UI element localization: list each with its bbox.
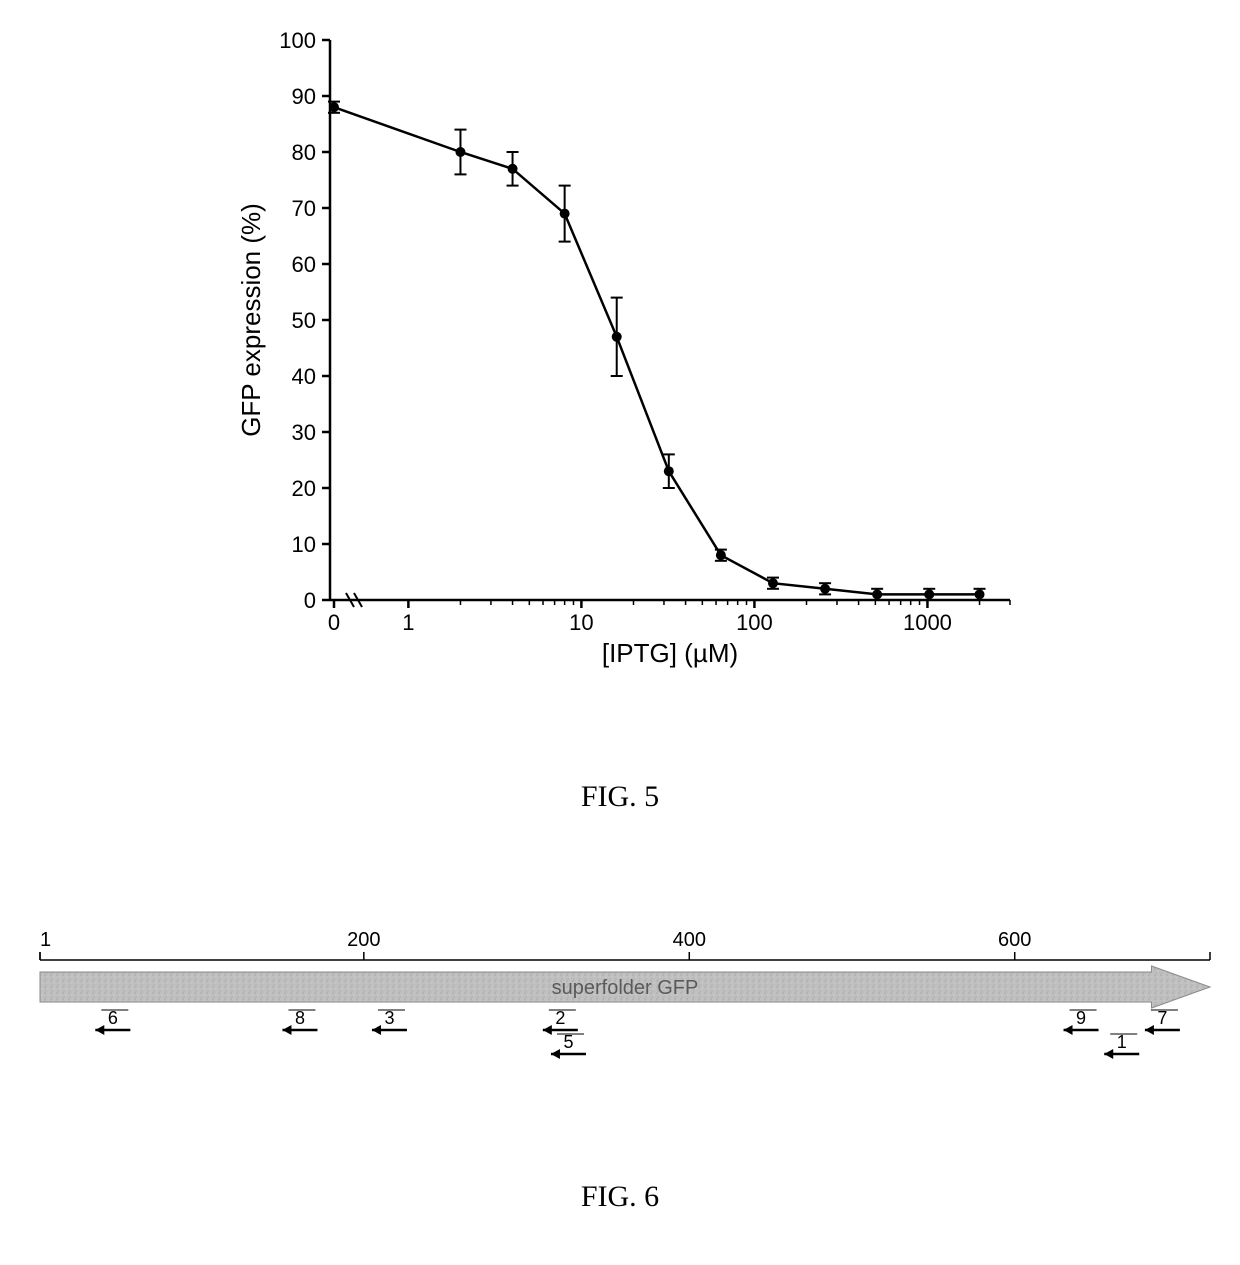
fig5-caption: FIG. 5 — [0, 780, 1240, 814]
svg-text:400: 400 — [673, 929, 706, 951]
svg-text:[IPTG] (µM): [IPTG] (µM) — [602, 638, 738, 668]
svg-text:9: 9 — [1076, 1008, 1086, 1028]
svg-text:60: 60 — [292, 252, 316, 277]
svg-text:70: 70 — [292, 196, 316, 221]
svg-text:1: 1 — [1117, 1032, 1127, 1052]
svg-text:0: 0 — [304, 588, 316, 613]
svg-text:600: 600 — [998, 929, 1031, 951]
svg-text:2: 2 — [555, 1008, 565, 1028]
svg-text:30: 30 — [292, 420, 316, 445]
fig6-caption: FIG. 6 — [0, 1180, 1240, 1214]
svg-text:7: 7 — [1157, 1008, 1167, 1028]
svg-text:1: 1 — [40, 929, 51, 951]
svg-text:10: 10 — [569, 610, 593, 635]
svg-text:6: 6 — [108, 1008, 118, 1028]
svg-text:1000: 1000 — [903, 610, 952, 635]
svg-text:10: 10 — [292, 532, 316, 557]
svg-text:20: 20 — [292, 476, 316, 501]
svg-text:100: 100 — [279, 28, 316, 53]
fig5-chart: 010203040506070809010001101001000[IPTG] … — [180, 0, 1060, 700]
svg-text:200: 200 — [347, 929, 380, 951]
svg-text:1: 1 — [402, 610, 414, 635]
svg-text:80: 80 — [292, 140, 316, 165]
svg-text:50: 50 — [292, 308, 316, 333]
fig6-diagram: 1 200 400 600 superfolder GFP 6 8 3 2 5 9 7 1 — [20, 920, 1220, 1140]
svg-text:GFP expression (%): GFP expression (%) — [236, 203, 266, 437]
svg-text:40: 40 — [292, 364, 316, 389]
svg-text:superfolder GFP: superfolder GFP — [552, 977, 699, 999]
svg-text:5: 5 — [563, 1032, 573, 1052]
svg-text:0: 0 — [328, 610, 340, 635]
svg-text:90: 90 — [292, 84, 316, 109]
svg-text:100: 100 — [736, 610, 773, 635]
svg-text:3: 3 — [384, 1008, 394, 1028]
svg-text:8: 8 — [295, 1008, 305, 1028]
